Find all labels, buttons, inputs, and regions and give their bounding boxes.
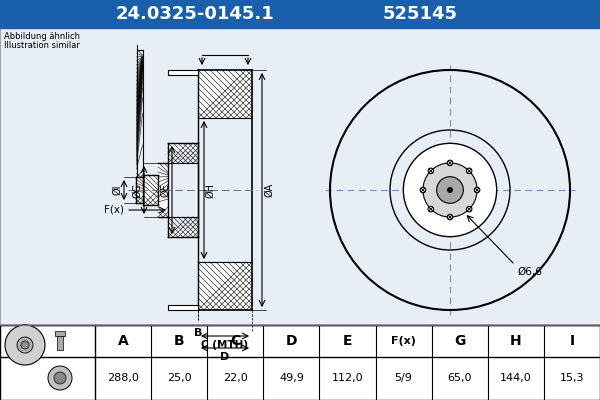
- Bar: [0, 28, 600, 325]
- Circle shape: [466, 206, 472, 212]
- Text: I: I: [569, 334, 575, 348]
- Circle shape: [428, 206, 434, 212]
- Circle shape: [447, 187, 453, 193]
- Circle shape: [403, 143, 497, 237]
- Text: A: A: [118, 334, 128, 348]
- Circle shape: [5, 325, 45, 365]
- Text: 49,9: 49,9: [279, 374, 304, 384]
- Bar: [198, 262, 252, 310]
- Circle shape: [447, 214, 453, 220]
- Circle shape: [54, 372, 66, 384]
- Text: 525145: 525145: [383, 5, 458, 23]
- Bar: [0, 0, 600, 28]
- Bar: [143, 175, 158, 205]
- Text: ØE: ØE: [160, 183, 170, 197]
- Text: Abbildung ähnlich: Abbildung ähnlich: [4, 32, 80, 41]
- Text: 25,0: 25,0: [167, 374, 191, 384]
- Circle shape: [21, 341, 29, 349]
- Text: D: D: [220, 352, 230, 362]
- Bar: [55, 331, 65, 336]
- Text: 288,0: 288,0: [107, 374, 139, 384]
- Text: C: C: [230, 334, 241, 348]
- Text: F(x): F(x): [104, 205, 124, 215]
- Bar: [0, 28, 600, 325]
- Text: 15,3: 15,3: [560, 374, 584, 384]
- Text: 22,0: 22,0: [223, 374, 248, 384]
- Text: Illustration similar: Illustration similar: [4, 41, 80, 50]
- Bar: [168, 70, 198, 75]
- Bar: [168, 305, 198, 310]
- Circle shape: [428, 168, 434, 174]
- Bar: [158, 163, 168, 217]
- Text: 144,0: 144,0: [500, 374, 532, 384]
- Text: B: B: [174, 334, 184, 348]
- Text: 112,0: 112,0: [332, 374, 364, 384]
- Bar: [168, 143, 198, 237]
- Circle shape: [437, 177, 463, 203]
- Circle shape: [475, 187, 480, 193]
- Circle shape: [420, 187, 425, 193]
- Text: B: B: [194, 328, 202, 338]
- Text: E: E: [343, 334, 352, 348]
- Circle shape: [48, 366, 72, 390]
- Text: ØI: ØI: [112, 185, 122, 195]
- Text: C (MTH): C (MTH): [202, 340, 248, 350]
- Bar: [57, 336, 63, 350]
- Bar: [198, 70, 252, 118]
- Circle shape: [423, 163, 477, 217]
- Text: G: G: [454, 334, 466, 348]
- Bar: [136, 177, 143, 203]
- Text: ØA: ØA: [264, 183, 274, 197]
- Circle shape: [466, 168, 472, 174]
- Bar: [0, 325, 600, 400]
- Text: Ø6,6: Ø6,6: [517, 267, 542, 277]
- Text: F(x): F(x): [391, 336, 416, 346]
- Text: D: D: [286, 334, 297, 348]
- Circle shape: [17, 337, 33, 353]
- Text: 65,0: 65,0: [448, 374, 472, 384]
- Text: 24.0325-0145.1: 24.0325-0145.1: [116, 5, 274, 23]
- Text: H: H: [510, 334, 521, 348]
- Text: ØG: ØG: [132, 182, 142, 198]
- Circle shape: [447, 160, 453, 166]
- Bar: [170, 151, 196, 229]
- Text: 5/9: 5/9: [395, 374, 413, 384]
- Text: ØH: ØH: [205, 182, 215, 198]
